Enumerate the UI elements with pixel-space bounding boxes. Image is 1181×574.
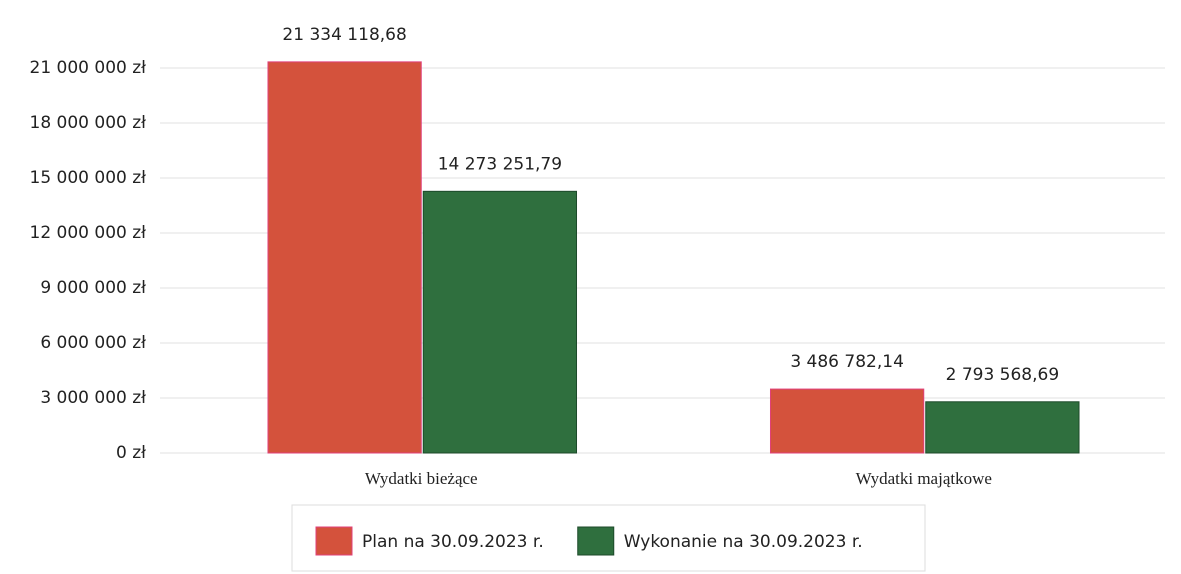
y-tick-label: 9 000 000 zł — [40, 278, 146, 298]
value-label: 14 273 251,79 — [438, 154, 562, 174]
legend-label: Wykonanie na 30.09.2023 r. — [624, 532, 863, 552]
y-tick-label: 18 000 000 zł — [30, 113, 147, 133]
bar — [769, 388, 925, 454]
legend-swatch — [315, 526, 353, 556]
legend-swatch — [577, 526, 615, 556]
value-label: 3 486 782,14 — [790, 352, 904, 372]
x-tick-label: Wydatki majątkowe — [856, 469, 992, 488]
y-tick-label: 21 000 000 zł — [30, 58, 147, 78]
y-tick-label: 0 zł — [116, 443, 146, 463]
y-tick-label: 12 000 000 zł — [30, 223, 147, 243]
y-tick-label: 15 000 000 zł — [30, 168, 147, 188]
bar — [267, 61, 422, 454]
y-tick-label: 3 000 000 zł — [40, 388, 146, 408]
legend-box — [291, 504, 926, 572]
bar — [422, 190, 578, 454]
x-tick-label: Wydatki bieżące — [365, 469, 478, 488]
bar — [925, 401, 1080, 454]
value-label: 21 334 118,68 — [282, 25, 406, 45]
legend-label: Plan na 30.09.2023 r. — [362, 532, 544, 552]
value-label: 2 793 568,69 — [946, 365, 1060, 385]
y-tick-label: 6 000 000 zł — [40, 333, 146, 353]
